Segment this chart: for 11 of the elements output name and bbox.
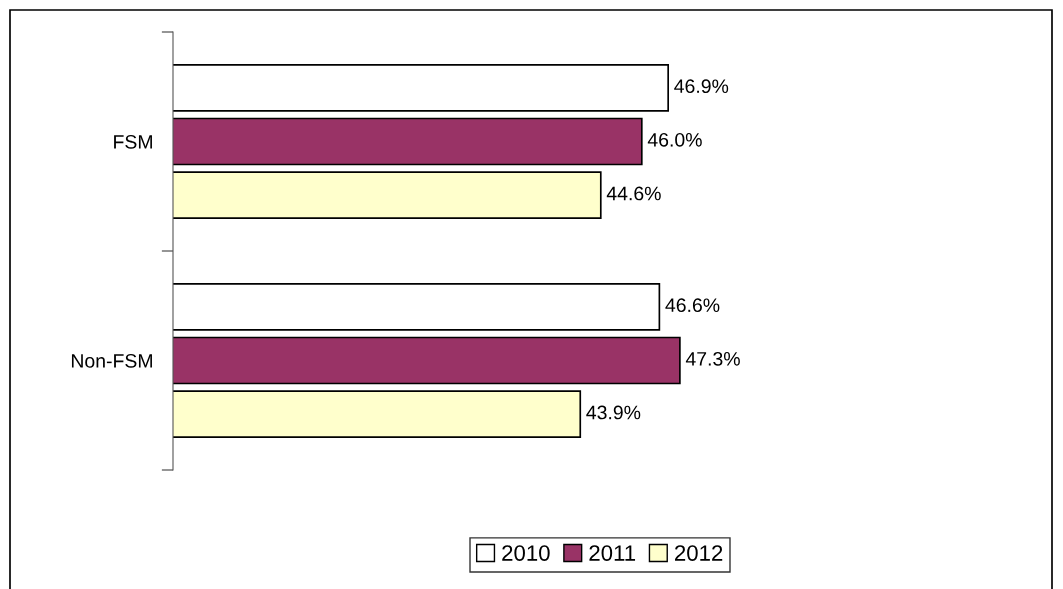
- data-label: 43.9%: [586, 405, 641, 420]
- data-label: 46.0%: [647, 132, 702, 147]
- legend-label: 2010: [502, 545, 550, 561]
- legend-label: 2011: [589, 545, 636, 561]
- y-tick-label: FSM: [114, 134, 152, 149]
- y-tick-label: Non-FSM: [71, 353, 152, 368]
- data-label: 46.9%: [674, 79, 729, 94]
- data-label: 47.3%: [685, 351, 740, 366]
- legend-label: 2012: [675, 545, 723, 561]
- data-label: 44.6%: [606, 186, 661, 201]
- data-label: 46.6%: [665, 298, 720, 313]
